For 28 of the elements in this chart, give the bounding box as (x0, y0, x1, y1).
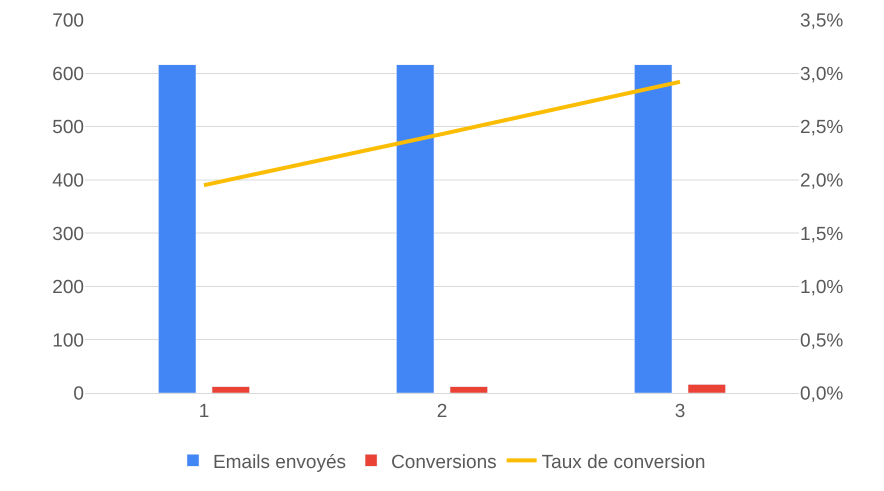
y2-tick-label: 1,0% (800, 277, 844, 298)
legend-label: Conversions (391, 452, 497, 473)
y-tick-label: 600 (52, 64, 84, 85)
x-tick-label: 3 (674, 400, 686, 422)
y-tick-label: 500 (52, 117, 84, 138)
y-tick-label: 700 (52, 10, 84, 32)
y-tick-label: 300 (52, 224, 84, 245)
bar (396, 64, 434, 393)
y-tick-label: 100 (52, 330, 84, 352)
y2-tick-label: 3,5% (800, 10, 844, 32)
legend-label: Taux de conversion (542, 452, 706, 473)
y-tick-label: 200 (52, 277, 84, 298)
x-tick-label: 2 (436, 400, 448, 422)
y-tick-label: 0 (73, 384, 84, 405)
legend-label: Emails envoyés (213, 452, 346, 473)
bar (688, 384, 726, 393)
y2-tick-label: 2,0% (800, 170, 844, 192)
y2-tick-label: 3,0% (800, 64, 844, 85)
y2-tick-label: 1,5% (800, 224, 844, 245)
bar (212, 386, 250, 393)
bar (634, 64, 672, 393)
y-tick-label: 400 (52, 170, 84, 192)
y2-tick-label: 0,5% (800, 330, 844, 352)
x-tick-label: 1 (198, 400, 210, 422)
bar (450, 386, 488, 393)
y2-tick-label: 2,5% (800, 117, 844, 138)
bar (158, 64, 196, 393)
y2-tick-label: 0,0% (800, 384, 844, 405)
